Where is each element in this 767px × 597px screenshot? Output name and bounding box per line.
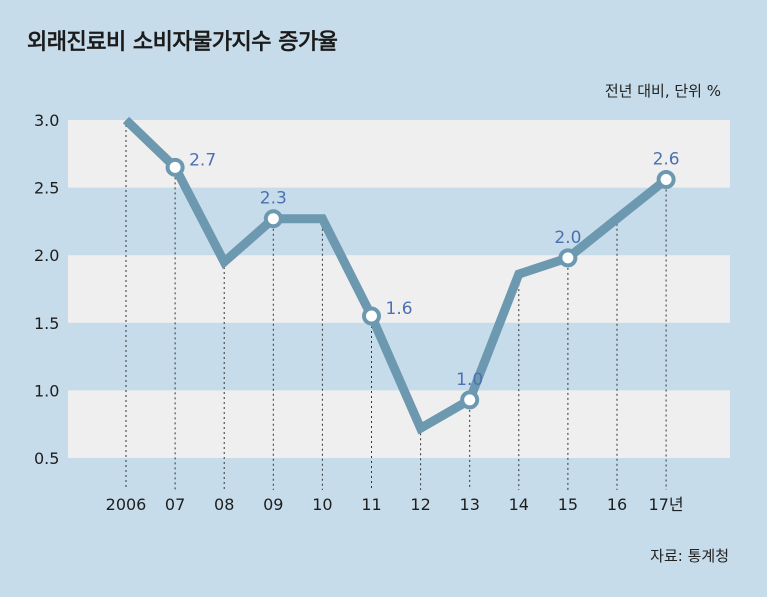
data-point-marker xyxy=(656,169,676,189)
data-label: 2.7 xyxy=(189,150,216,170)
data-label: 2.6 xyxy=(653,149,680,169)
data-label: 1.6 xyxy=(386,299,413,319)
x-tick-label: 17년 xyxy=(649,495,684,514)
grid-band xyxy=(68,255,730,323)
data-point-marker xyxy=(362,306,381,326)
y-tick-label: 2.0 xyxy=(34,246,59,265)
x-tick-label: 07 xyxy=(165,495,185,514)
x-tick-label: 12 xyxy=(410,495,430,514)
data-point-marker xyxy=(165,157,185,177)
x-tick-label: 15 xyxy=(558,495,578,514)
series-line xyxy=(122,116,669,435)
source-note: 자료: 통계청 xyxy=(650,547,729,565)
x-tick-label: 08 xyxy=(214,495,234,514)
x-tick-label: 11 xyxy=(361,495,381,514)
y-tick-label: 2.5 xyxy=(34,179,59,198)
x-tick-label: 09 xyxy=(263,495,283,514)
data-point-marker xyxy=(263,209,283,229)
x-tick-label: 2006 xyxy=(106,495,147,514)
x-tick-label: 13 xyxy=(460,495,480,514)
y-tick-label: 3.0 xyxy=(34,111,59,130)
data-point-marker xyxy=(558,248,578,268)
x-tick-label: 10 xyxy=(312,495,332,514)
x-tick-label: 16 xyxy=(607,495,627,514)
data-point-marker xyxy=(460,390,480,410)
chart-title: 외래진료비 소비자물가지수 증가율 xyxy=(27,30,338,55)
y-tick-label: 1.0 xyxy=(34,381,59,400)
y-tick-label: 1.5 xyxy=(34,314,59,333)
x-tick-label: 14 xyxy=(509,495,529,514)
grid-band xyxy=(68,390,730,458)
data-label: 2.0 xyxy=(554,228,581,248)
unit-note: 전년 대비, 단위 % xyxy=(604,82,721,100)
data-label: 2.3 xyxy=(260,189,287,209)
y-tick-label: 0.5 xyxy=(34,449,59,468)
data-label: 1.0 xyxy=(456,370,483,390)
